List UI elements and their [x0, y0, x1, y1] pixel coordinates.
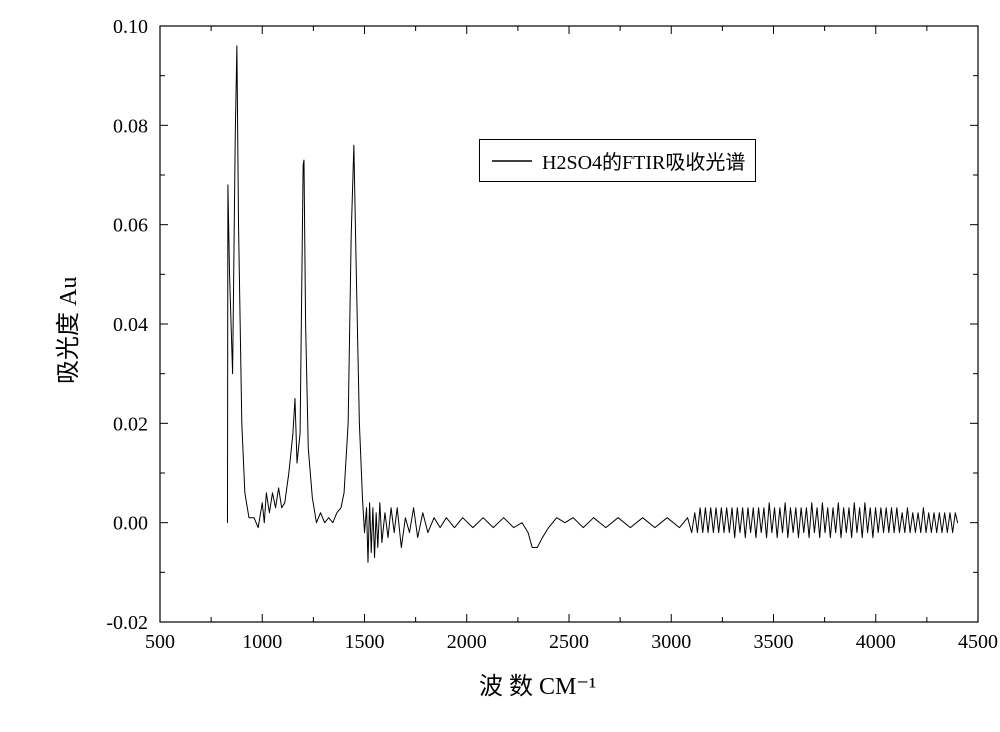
- svg-text:1500: 1500: [345, 631, 385, 653]
- svg-text:0.02: 0.02: [113, 413, 148, 435]
- svg-text:0.04: 0.04: [113, 314, 148, 336]
- svg-text:3000: 3000: [651, 631, 691, 653]
- svg-text:3500: 3500: [754, 631, 794, 653]
- svg-text:1000: 1000: [242, 631, 282, 653]
- ftir-spectrum-chart: 500 1000 1500 2000 2500 3000 3500 4000 4500 -0.02…: [0, 0, 1000, 732]
- legend-label: H2SO4的FTIR吸收光谱: [542, 146, 745, 175]
- svg-text:0.00: 0.00: [113, 513, 148, 535]
- y-axis-label: 吸光度 Au: [48, 277, 83, 384]
- svg-text:4000: 4000: [856, 631, 896, 653]
- svg-text:2500: 2500: [549, 631, 589, 653]
- svg-text:0.10: 0.10: [113, 16, 148, 38]
- svg-text:0.06: 0.06: [113, 215, 148, 237]
- svg-text:500: 500: [145, 631, 175, 653]
- svg-text:4500: 4500: [958, 631, 998, 653]
- x-axis-label: 波 数 CM⁻¹: [479, 666, 596, 701]
- svg-text:2000: 2000: [447, 631, 487, 653]
- legend-swatch: [490, 155, 534, 167]
- svg-text:-0.02: -0.02: [106, 612, 148, 634]
- legend: H2SO4的FTIR吸收光谱: [479, 139, 756, 182]
- svg-text:0.08: 0.08: [113, 115, 148, 137]
- chart-svg: 500 1000 1500 2000 2500 3000 3500 4000 4500 -0.02…: [0, 0, 1000, 732]
